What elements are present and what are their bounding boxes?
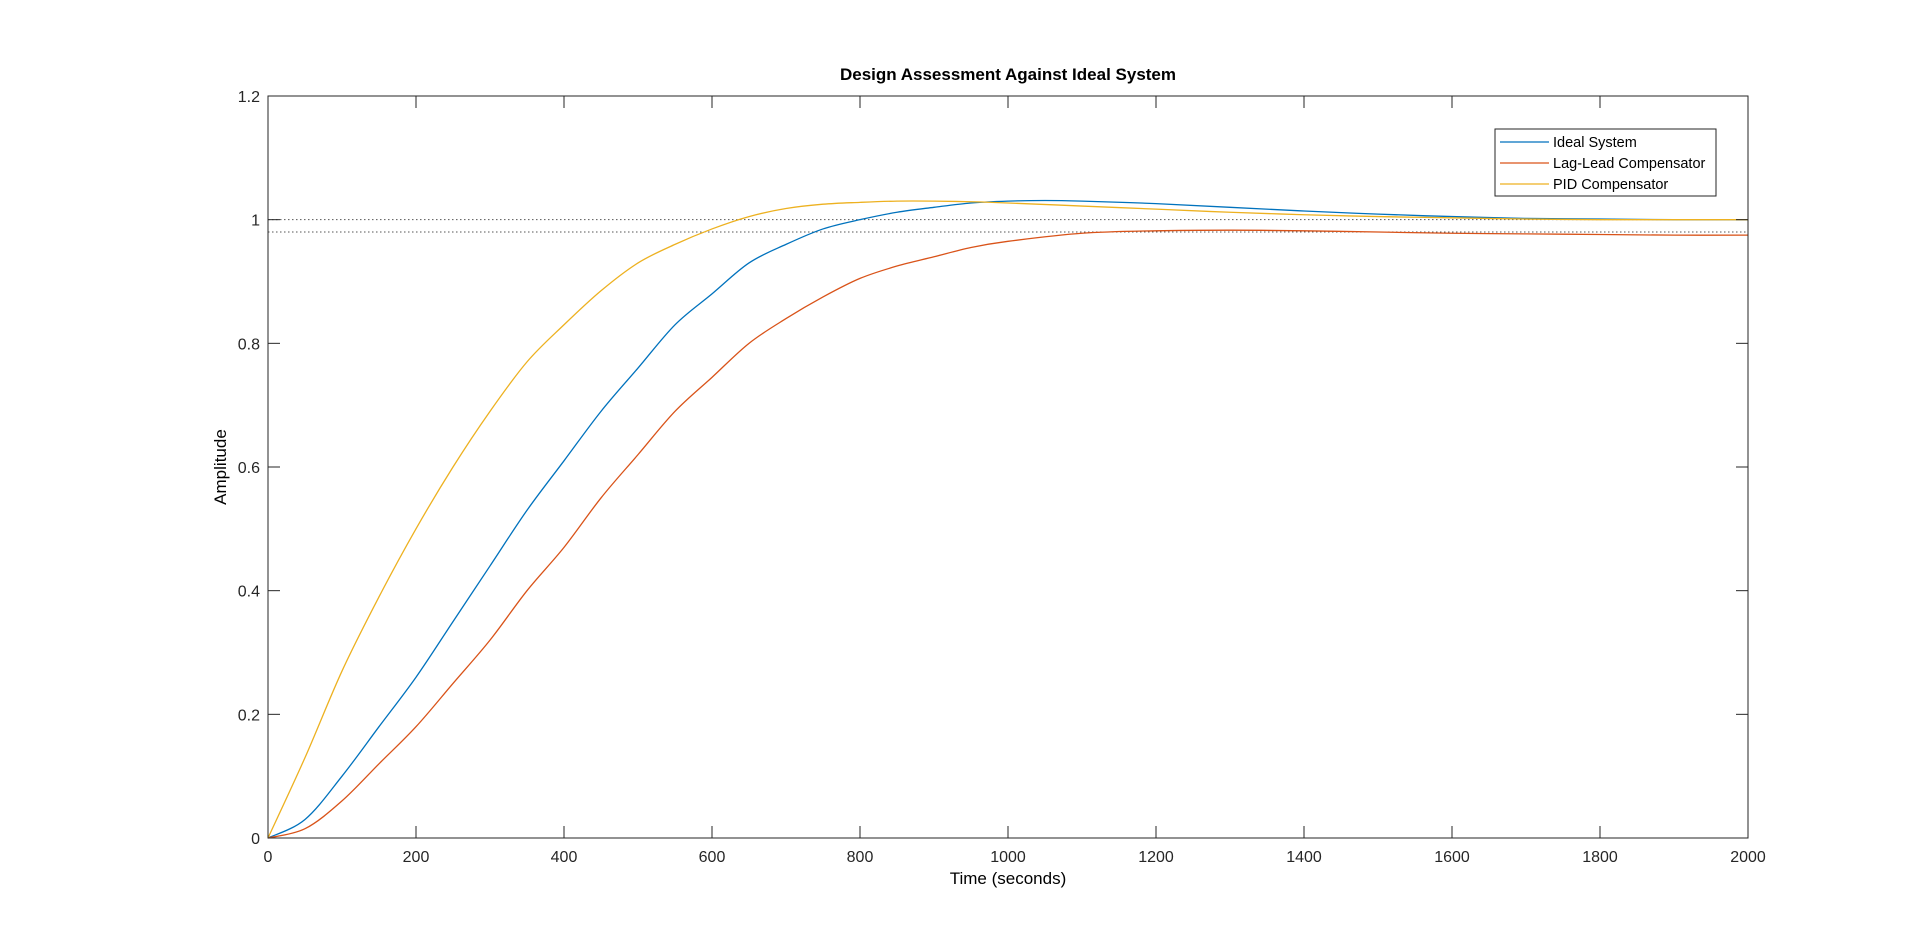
series-layer [267,199,1749,839]
x-axis: 0 200 400 600 800 1000 1200 1400 1600 1800 2000 [264,96,1766,866]
x-tick-label-9: 1800 [1582,849,1618,866]
x-tick-label-10: 2000 [1730,849,1766,866]
x-tick-label-2: 400 [551,849,578,866]
y-tick-label-4: 0.8 [238,336,260,353]
x-tick-label-0: 0 [264,849,273,866]
y-tick-label-6: 1.2 [238,89,260,106]
x-tick-label-3: 600 [699,849,726,866]
chart-title: Design Assessment Against Ideal System [840,65,1176,84]
y-tick-label-1: 0.2 [238,707,260,724]
reference-lines [268,219,1748,233]
x-tick-label-8: 1600 [1434,849,1470,866]
legend-label-0: Ideal System [1553,135,1637,151]
legend-label-2: PID Compensator [1553,177,1668,193]
y-tick-label-5: 1 [251,213,260,230]
series-line-0 [267,199,1749,839]
plot-area [268,96,1748,838]
x-tick-label-7: 1400 [1286,849,1322,866]
y-tick-label-3: 0.6 [238,460,260,477]
legend: Ideal System Lag-Lead Compensator PID Comp… [1494,128,1717,197]
x-tick-label-5: 1000 [990,849,1026,866]
legend-label-1: Lag-Lead Compensator [1553,156,1706,172]
y-tick-label-0: 0 [251,831,260,848]
x-axis-label: Time (seconds) [950,869,1067,888]
y-tick-label-2: 0.4 [238,584,260,601]
series-line-1 [267,229,1749,839]
x-tick-label-6: 1200 [1138,849,1174,866]
y-axis-label: Amplitude [211,429,230,505]
y-axis: 0 0.2 0.4 0.6 0.8 1 1.2 [238,89,1748,848]
x-tick-label-4: 800 [847,849,874,866]
x-tick-label-1: 200 [403,849,430,866]
series-line-2 [267,200,1748,839]
